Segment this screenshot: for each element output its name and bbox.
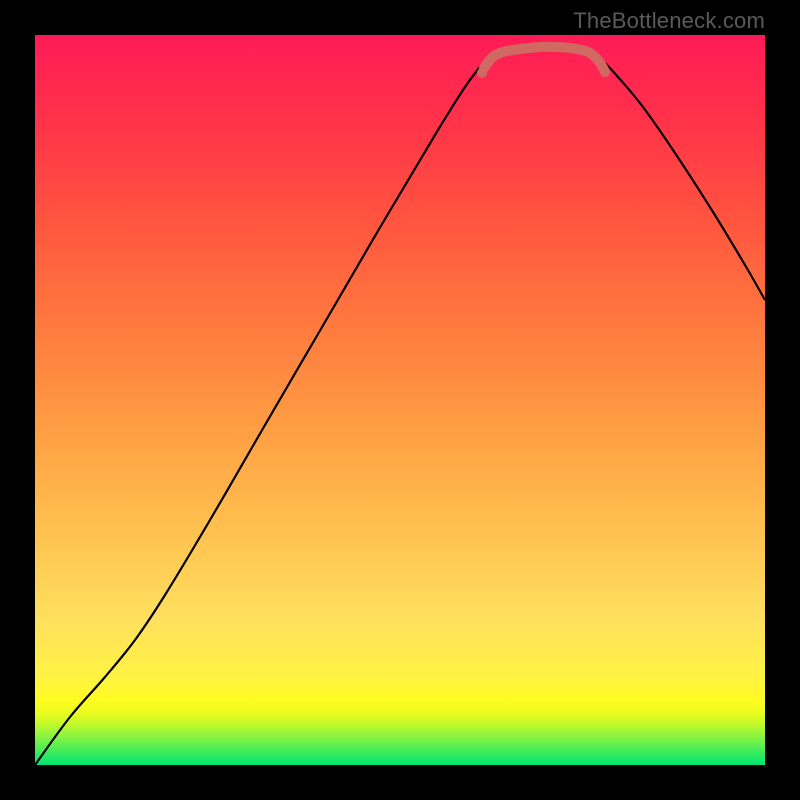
chart-container: TheBottleneck.com (0, 0, 800, 800)
plot-area (35, 35, 765, 765)
optimal-zone-highlight (484, 47, 605, 72)
watermark-text: TheBottleneck.com (573, 8, 765, 34)
curve-layer (35, 35, 765, 765)
bottleneck-curve (35, 47, 765, 765)
